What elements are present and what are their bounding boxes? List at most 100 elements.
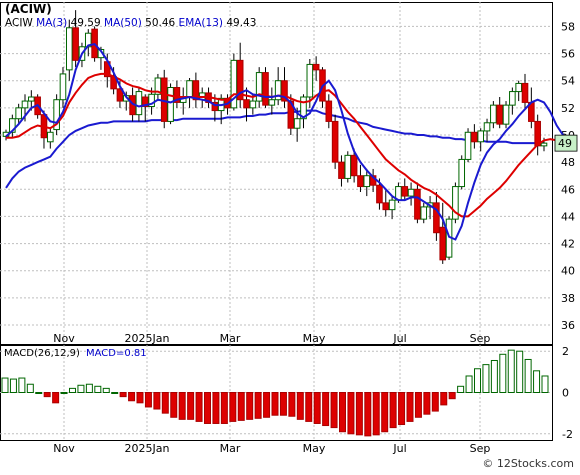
macd-bar	[313, 392, 321, 424]
candle-body	[65, 27, 73, 71]
macd-x-tick-label: Jul	[392, 442, 406, 455]
macd-bar	[296, 392, 304, 420]
macd-bar	[398, 392, 406, 426]
macd-bar	[1, 377, 9, 394]
candle-body	[357, 175, 364, 188]
candle-body	[21, 100, 29, 109]
macd-bar	[372, 392, 380, 436]
macd-bar	[212, 392, 220, 424]
macd-bar	[35, 392, 43, 394]
macd-x-tick-label: May	[303, 442, 326, 455]
candle-body	[262, 72, 269, 106]
candle-body	[236, 59, 244, 101]
macd-bar	[52, 392, 60, 404]
price-tick-label: 54	[561, 75, 575, 88]
macd-bar	[347, 392, 355, 435]
price-tick-label: 58	[561, 20, 575, 33]
price-x-tick-label: May	[303, 332, 326, 345]
macd-bar	[85, 383, 93, 394]
legend-item: EMA(13)	[175, 17, 223, 29]
macd-bar	[204, 392, 211, 424]
macd-bar	[279, 392, 287, 416]
candle-body	[312, 63, 320, 71]
macd-bar	[457, 385, 465, 394]
macd-bar	[414, 392, 422, 418]
macd-bar	[136, 392, 144, 404]
candle-body	[414, 188, 421, 220]
price-x-tick-label: 2025Jan	[125, 332, 170, 345]
price-tick-label: 46	[561, 183, 575, 196]
candle-body	[401, 186, 409, 197]
macd-bar	[220, 392, 228, 424]
macd-bar	[77, 384, 85, 393]
candle-body	[167, 87, 174, 122]
macd-x-tick-label: Mar	[220, 442, 241, 455]
candle-body	[483, 122, 491, 132]
candle-body	[274, 80, 282, 101]
price-tick-label: 40	[561, 265, 575, 278]
candle-body	[458, 158, 466, 188]
candle-body	[540, 142, 548, 147]
macd-bar	[507, 349, 515, 394]
macd-bar	[153, 392, 161, 410]
macd-bar	[271, 392, 279, 416]
macd-bar	[465, 375, 473, 394]
price-tick-label: 42	[561, 238, 575, 251]
macd-x-tick-label: Sep	[470, 442, 491, 455]
price-tick-label: 52	[561, 102, 575, 115]
legend: ACIW MA(3) 49.59 MA(50) 50.46 EMA(13) 49…	[5, 17, 256, 29]
candle-body	[116, 88, 124, 102]
macd-bar	[440, 392, 448, 406]
candle-body	[407, 188, 415, 197]
ma3-line	[5, 43, 570, 241]
last-price-label: 49	[558, 137, 572, 150]
macd-bar	[187, 392, 195, 420]
macd-bar	[18, 377, 26, 394]
candle-body	[53, 99, 60, 131]
macd-bar	[406, 392, 414, 422]
macd-bar	[516, 350, 524, 393]
macd-x-tick-label: 2025Jan	[125, 442, 170, 455]
candle-body	[382, 202, 390, 211]
price-x-tick-label: Jul	[392, 332, 406, 345]
candle-body	[433, 202, 440, 234]
candle-body	[344, 154, 352, 179]
candle-body	[496, 104, 503, 125]
candle-body	[47, 131, 54, 143]
legend-item: 49.43	[223, 17, 256, 29]
candle-body	[230, 59, 238, 109]
price-x-tick-label: Sep	[470, 332, 491, 345]
candle-body	[439, 226, 447, 261]
macd-bar	[119, 392, 127, 398]
macd-bar	[237, 392, 245, 421]
price-tick-label: 48	[561, 156, 575, 169]
candle-body	[293, 118, 301, 129]
candle-body	[154, 77, 162, 95]
candle-body	[464, 131, 472, 160]
candle-body	[186, 80, 193, 98]
macd-bar	[541, 375, 549, 394]
price-tick-label: 56	[561, 48, 575, 61]
candle-body	[502, 104, 510, 125]
candle-body	[300, 96, 307, 120]
price-x-tick-label: Nov	[53, 332, 75, 345]
candle-body	[287, 100, 295, 129]
macd-bar	[111, 392, 119, 394]
macd-value-label: MACD=0.81	[86, 348, 147, 359]
macd-bar	[364, 392, 372, 437]
macd-bar	[355, 392, 363, 436]
macd-bar	[288, 392, 296, 417]
macd-bar	[43, 392, 51, 398]
candle-body	[59, 73, 67, 101]
macd-bar	[26, 383, 34, 394]
candle-body	[306, 63, 314, 98]
candle-body	[471, 131, 478, 143]
candle-body	[148, 93, 155, 107]
macd-bar	[330, 392, 338, 429]
candle-body	[363, 175, 371, 188]
candle-body	[141, 96, 149, 107]
macd-bar	[499, 353, 507, 394]
candle-body	[338, 161, 345, 179]
macd-tick-label: 2	[562, 345, 569, 358]
